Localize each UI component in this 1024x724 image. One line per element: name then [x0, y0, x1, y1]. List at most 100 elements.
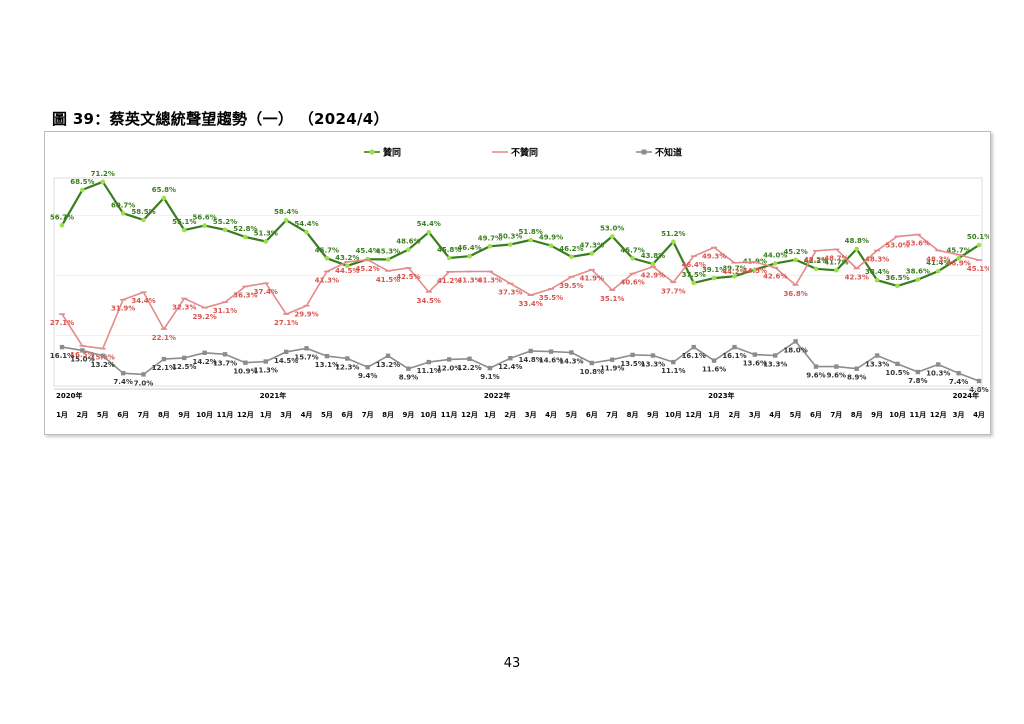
data-label: 68.5% [70, 178, 94, 186]
data-label: 38.6% [906, 268, 930, 276]
data-point [100, 353, 105, 358]
data-label: 13.1% [315, 361, 339, 369]
data-point [650, 261, 656, 267]
x-tick-label: 3月 [280, 411, 292, 419]
data-label: 42.9% [641, 272, 665, 280]
data-point [324, 256, 330, 261]
data-label: 22.1% [152, 334, 176, 342]
data-label: 41.3% [457, 277, 481, 285]
data-label: 51.2% [661, 230, 685, 238]
data-point [283, 217, 289, 223]
legend-label: 不知道 [655, 147, 682, 159]
data-label: 7.4% [113, 378, 132, 386]
x-tick-label: 8月 [627, 411, 639, 419]
data-point [650, 353, 656, 358]
data-point [711, 358, 717, 363]
data-label: 48.6% [396, 238, 420, 246]
data-label: 49.9% [539, 234, 563, 242]
data-point [304, 229, 309, 235]
legend-marker [641, 149, 647, 155]
data-point [345, 356, 350, 361]
data-point [59, 223, 65, 228]
data-label: 14.6% [539, 357, 563, 365]
x-tick-label: 4月 [545, 411, 557, 419]
data-label: 10.5% [885, 369, 909, 377]
data-point [141, 372, 146, 377]
data-point [854, 246, 860, 252]
data-label: 50.1% [967, 233, 989, 241]
data-label: 29.9% [294, 311, 318, 319]
data-label: 41.3% [315, 277, 339, 285]
x-tick-label: 10月 [665, 411, 682, 419]
page-number: 43 [503, 656, 521, 671]
data-label: 42.3% [845, 274, 869, 282]
data-point [508, 356, 513, 361]
year-label: 2020年 [56, 391, 82, 400]
data-point [691, 344, 696, 350]
data-point [752, 352, 758, 357]
data-point [80, 187, 85, 193]
data-label: 52.8% [233, 225, 257, 233]
data-label: 54.4% [294, 220, 318, 228]
legend-item-2: 不知道 [636, 147, 682, 159]
data-point [956, 371, 961, 376]
data-label: 53.0% [600, 224, 624, 232]
plot-area [53, 177, 983, 387]
data-point [202, 223, 207, 228]
data-label: 37.7% [661, 287, 685, 295]
data-label: 48.2% [804, 256, 828, 264]
data-label: 11.1% [661, 367, 685, 375]
data-label: 46.4% [457, 244, 481, 252]
data-label: 34.4% [131, 297, 155, 305]
x-axis: 2020年 2021年 2022年 2023年 2024年 1月 2月 5月 6月 7月 8月 9月 1… [54, 388, 985, 419]
data-point [161, 356, 167, 362]
data-label: 54.4% [417, 220, 441, 228]
data-label: 44.5% [335, 267, 359, 275]
data-label: 53.0% [885, 241, 909, 249]
data-label: 35.1% [600, 295, 624, 303]
data-label: 51.8% [519, 228, 543, 236]
data-point [344, 263, 350, 269]
data-point [263, 359, 268, 364]
data-label: 16.1% [722, 352, 746, 360]
data-point [120, 211, 126, 216]
data-point [141, 217, 146, 223]
data-label: 46.2% [559, 245, 583, 253]
data-point [263, 239, 269, 244]
data-label: 45.2% [783, 248, 807, 256]
data-label: 41.5% [376, 276, 400, 284]
x-tick-label: 2月 [76, 411, 88, 419]
data-label: 43.8% [641, 252, 665, 260]
data-label: 7.8% [908, 377, 927, 385]
data-label: 55.1% [172, 218, 196, 226]
data-label: 12.5% [172, 363, 196, 371]
data-point [732, 344, 737, 350]
data-label: 60.7% [111, 201, 135, 209]
data-point [100, 179, 106, 185]
data-point [222, 227, 228, 233]
data-point [548, 243, 554, 248]
data-label: 9.6% [827, 372, 846, 380]
data-label: 42.2% [804, 257, 828, 265]
x-tick-label: 9月 [871, 411, 883, 419]
data-label: 29.2% [192, 313, 216, 321]
x-tick-label: 4月 [769, 411, 781, 419]
data-label: 27.1% [274, 319, 298, 327]
data-label: 15.7% [294, 353, 318, 361]
series-1: 27.1%16.5%15.6%31.9%34.4%22.1%32.3%29.2%… [50, 233, 989, 362]
data-label: 16.1% [50, 352, 74, 360]
data-label: 10.8% [580, 368, 604, 376]
data-label: 39.1% [702, 266, 726, 274]
x-tick-label: 12月 [237, 411, 254, 419]
data-point [406, 366, 411, 371]
data-point [365, 365, 370, 370]
data-point [610, 357, 615, 362]
data-point [874, 353, 880, 358]
x-tick-label: 7月 [606, 411, 618, 419]
data-label: 41.3% [478, 277, 502, 285]
series-line [61, 340, 980, 382]
x-tick-label: 3月 [525, 411, 537, 419]
data-point [528, 348, 533, 354]
data-label: 4.8% [969, 386, 988, 394]
x-tick-label: 7月 [138, 411, 150, 419]
